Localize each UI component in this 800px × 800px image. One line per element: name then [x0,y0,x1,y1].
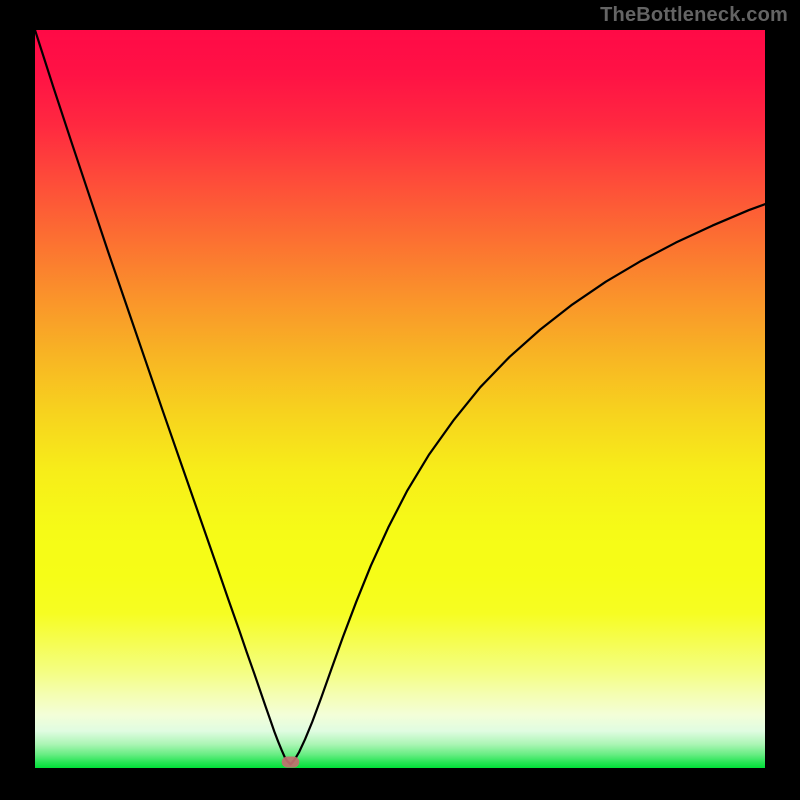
watermark-text: TheBottleneck.com [600,4,788,27]
plot-svg [35,30,765,768]
min-marker [282,757,300,768]
chart-container: { "watermark": { "text": "TheBottleneck.… [0,0,800,800]
plot-area [35,30,765,768]
gradient-background [35,30,765,768]
